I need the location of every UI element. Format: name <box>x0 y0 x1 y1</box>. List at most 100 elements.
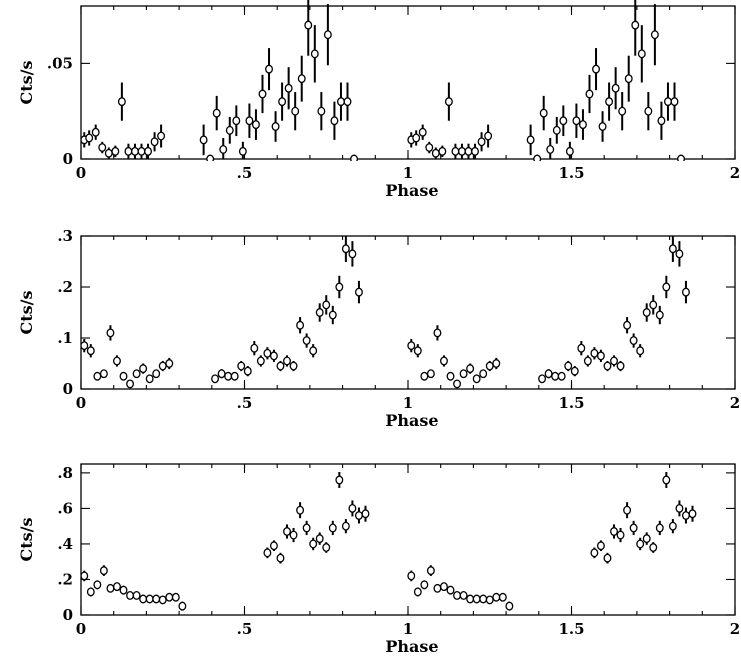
data-point <box>243 366 252 376</box>
data-point <box>98 143 107 152</box>
data-point <box>570 366 579 376</box>
data-point <box>271 122 280 131</box>
data-point <box>420 371 429 381</box>
data-point <box>296 505 305 515</box>
data-point <box>526 135 535 145</box>
data-point <box>451 146 460 156</box>
data-point <box>572 116 581 126</box>
data-point <box>585 89 594 99</box>
data-point <box>631 20 640 30</box>
data-point <box>649 300 658 310</box>
data-point <box>539 108 548 118</box>
data-point <box>472 374 481 384</box>
data-point <box>165 359 174 368</box>
data-point <box>284 83 293 93</box>
data-point <box>413 587 422 597</box>
y-tick-label: .6 <box>57 499 73 517</box>
data-point <box>623 505 632 515</box>
data-point <box>438 146 447 156</box>
data-point <box>238 146 247 156</box>
data-point <box>104 148 113 158</box>
data-point <box>145 374 154 384</box>
data-point <box>289 530 298 540</box>
data-point <box>596 541 605 551</box>
data-point <box>117 97 126 107</box>
data-point <box>459 369 468 379</box>
x-tick-label: 1.5 <box>558 620 584 638</box>
x-tick-label: 0 <box>76 394 86 412</box>
y-tick-label: .4 <box>57 535 73 553</box>
data-point <box>145 594 154 604</box>
x-tick-label: 2 <box>730 164 740 182</box>
x-tick-label: .5 <box>237 620 253 638</box>
x-tick-label: .5 <box>237 394 253 412</box>
data-point <box>99 566 108 576</box>
data-point <box>258 89 267 99</box>
data-point <box>251 120 260 130</box>
data-series <box>81 471 697 611</box>
y-tick-label: .8 <box>57 464 73 482</box>
data-point <box>484 131 493 141</box>
y-tick-label: .3 <box>57 227 73 245</box>
data-series <box>81 0 685 161</box>
data-point <box>677 154 685 161</box>
x-tick-label: 2 <box>730 394 740 412</box>
data-point <box>675 249 684 259</box>
data-point <box>492 592 501 602</box>
data-point <box>610 356 618 366</box>
data-point <box>629 523 638 533</box>
data-point <box>219 144 228 154</box>
data-point <box>263 348 272 358</box>
data-point <box>682 287 690 297</box>
data-point <box>596 351 605 361</box>
data-point <box>309 346 318 356</box>
data-point <box>649 543 658 552</box>
data-point <box>590 348 599 358</box>
data-point <box>420 580 429 590</box>
data-point <box>178 601 187 611</box>
data-point <box>559 116 568 126</box>
data-point <box>670 97 679 107</box>
data-point <box>283 356 291 366</box>
data-point <box>158 361 167 371</box>
y-axis-label: Cts/s <box>17 291 36 335</box>
data-point <box>479 594 488 604</box>
data-point <box>505 601 514 611</box>
panel-2: 0 .5 1 1.5 2 0 .1 .2 .3 Phase Cts/s <box>17 227 740 430</box>
x-tick-label: 0 <box>76 164 86 182</box>
y-tick-label: 0 <box>63 150 73 168</box>
data-point <box>237 361 246 371</box>
data-point <box>335 282 344 292</box>
data-point <box>425 143 434 152</box>
data-point <box>245 116 254 126</box>
data-point <box>662 282 671 292</box>
data-point <box>610 527 618 536</box>
data-point <box>433 328 442 338</box>
data-point <box>150 137 159 147</box>
x-axis-label: Phase <box>385 637 438 656</box>
y-axis-label: Cts/s <box>17 518 36 562</box>
data-point <box>565 146 574 156</box>
data-point <box>485 595 494 605</box>
data-point <box>624 74 633 84</box>
data-point <box>225 125 234 135</box>
data-point <box>119 585 128 595</box>
data-point <box>538 374 547 384</box>
data-point <box>310 49 319 59</box>
data-point <box>119 371 128 381</box>
data-point <box>464 146 473 156</box>
data-point <box>93 371 102 381</box>
data-point <box>124 146 133 156</box>
data-point <box>623 320 632 330</box>
data-point <box>158 595 167 605</box>
data-point <box>341 244 350 254</box>
x-tick-label: 1.5 <box>558 394 584 412</box>
data-point <box>328 523 337 533</box>
data-point <box>330 116 339 126</box>
data-point <box>269 541 278 551</box>
y-axis-label: Cts/s <box>17 61 36 105</box>
data-point <box>157 131 166 141</box>
data-point <box>650 30 659 40</box>
data-point <box>629 336 638 345</box>
data-point <box>578 120 587 130</box>
